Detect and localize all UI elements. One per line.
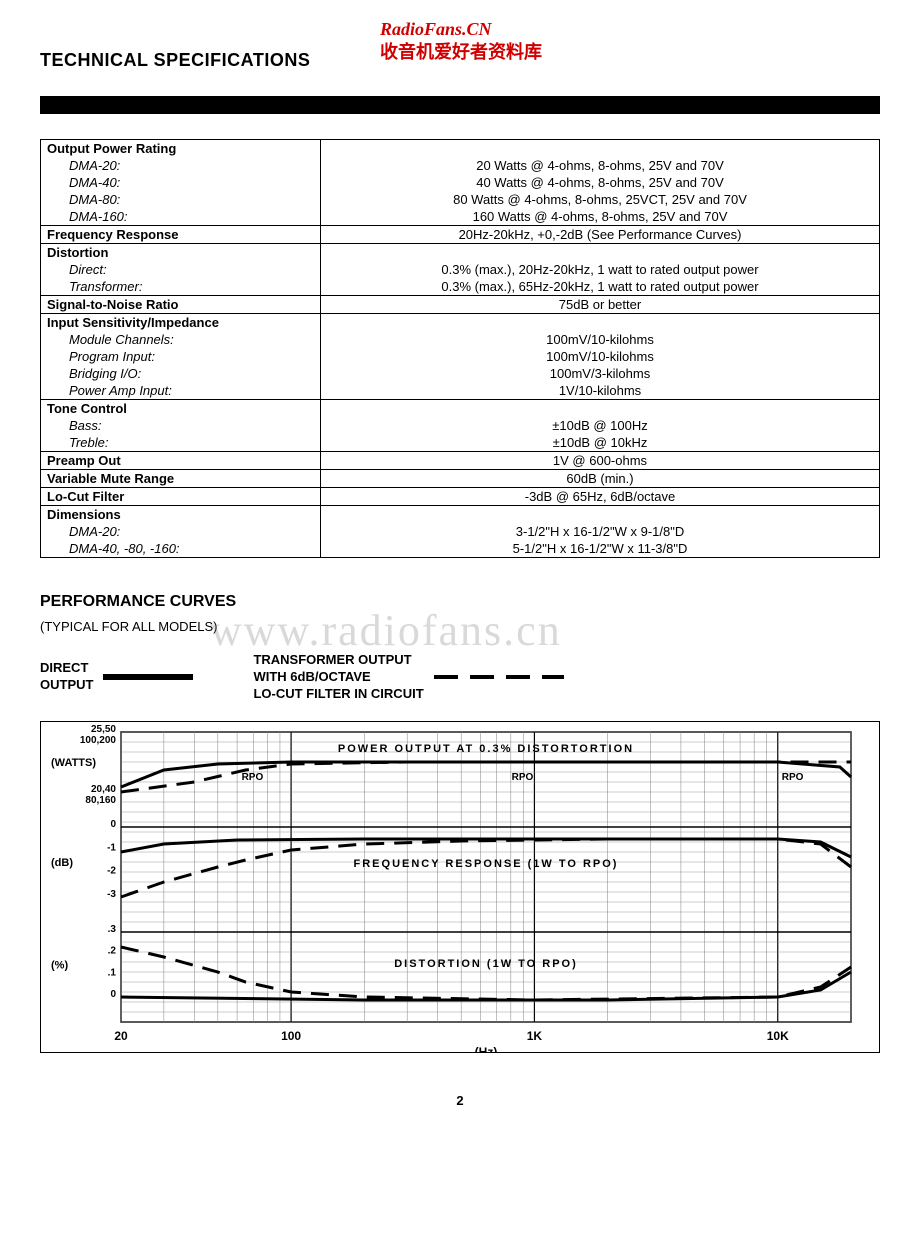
svg-text:10K: 10K [767, 1029, 789, 1043]
svg-text:0: 0 [110, 989, 116, 1000]
spec-label: Input Sensitivity/Impedance [41, 314, 321, 332]
spec-label: Module Channels: [41, 331, 321, 348]
spec-label: Bass: [41, 417, 321, 434]
svg-text:1K: 1K [527, 1029, 543, 1043]
spec-label: Output Power Rating [41, 140, 321, 158]
spec-label: DMA-20: [41, 523, 321, 540]
spec-value [321, 140, 880, 158]
svg-text:100: 100 [281, 1029, 301, 1043]
legend-solid-line-icon [103, 674, 193, 680]
spec-label: Transformer: [41, 278, 321, 296]
spec-value: 75dB or better [321, 296, 880, 314]
spec-label: Program Input: [41, 348, 321, 365]
svg-text:.3: .3 [108, 924, 117, 935]
legend-direct-label: DIRECT OUTPUT [40, 660, 93, 694]
spec-value: 0.3% (max.), 65Hz-20kHz, 1 watt to rated… [321, 278, 880, 296]
spec-label: Treble: [41, 434, 321, 452]
spec-value: 1V/10-kilohms [321, 382, 880, 400]
spec-value: ±10dB @ 100Hz [321, 417, 880, 434]
performance-chart: 20 100 1K 10K (Hz) (WATTS) 25,50100,200 20,4080… [40, 721, 880, 1053]
spec-value [321, 506, 880, 524]
spec-value: 60dB (min.) [321, 470, 880, 488]
spec-label: Distortion [41, 244, 321, 262]
svg-text:(WATTS): (WATTS) [51, 757, 96, 769]
watermark-line1: RadioFans.CN [380, 18, 542, 41]
spec-value: 20Hz-20kHz, +0,-2dB (See Performance Cur… [321, 226, 880, 244]
spec-label: Tone Control [41, 400, 321, 418]
spec-value: 20 Watts @ 4-ohms, 8-ohms, 25V and 70V [321, 157, 880, 174]
spec-label: DMA-40: [41, 174, 321, 191]
spec-value: 1V @ 600-ohms [321, 452, 880, 470]
svg-text:-1: -1 [107, 842, 116, 853]
spec-value: ±10dB @ 10kHz [321, 434, 880, 452]
svg-text:20: 20 [114, 1029, 128, 1043]
spec-value: 3-1/2"H x 16-1/2"W x 9-1/8"D [321, 523, 880, 540]
spec-value [321, 400, 880, 418]
svg-text:DISTORTION (1W TO RPO): DISTORTION (1W TO RPO) [394, 958, 578, 970]
spec-label: Dimensions [41, 506, 321, 524]
spec-label: DMA-20: [41, 157, 321, 174]
spec-value: -3dB @ 65Hz, 6dB/octave [321, 488, 880, 506]
spec-label: Frequency Response [41, 226, 321, 244]
divider-bar [40, 96, 880, 114]
svg-text:RPO: RPO [782, 772, 804, 783]
svg-text:20,40: 20,40 [91, 784, 116, 795]
spec-value: 100mV/3-kilohms [321, 365, 880, 382]
spec-label: DMA-40, -80, -160: [41, 540, 321, 558]
spec-value [321, 244, 880, 262]
spec-value: 40 Watts @ 4-ohms, 8-ohms, 25V and 70V [321, 174, 880, 191]
svg-text:80,160: 80,160 [85, 795, 116, 806]
spec-value: 80 Watts @ 4-ohms, 8-ohms, 25VCT, 25V an… [321, 191, 880, 208]
page-number: 2 [40, 1093, 880, 1108]
watermark-line2: 收音机爱好者资料库 [380, 41, 542, 64]
chart-legend: DIRECT OUTPUT TRANSFORMER OUTPUT WITH 6d… [40, 652, 880, 703]
spec-value: 160 Watts @ 4-ohms, 8-ohms, 25V and 70V [321, 208, 880, 226]
spec-label: Variable Mute Range [41, 470, 321, 488]
spec-label: Lo-Cut Filter [41, 488, 321, 506]
typical-note: (TYPICAL FOR ALL MODELS) [40, 619, 880, 634]
spec-label: Direct: [41, 261, 321, 278]
spec-label: Bridging I/O: [41, 365, 321, 382]
svg-text:0: 0 [110, 819, 116, 830]
svg-text:25,50: 25,50 [91, 724, 116, 735]
spec-label: Signal-to-Noise Ratio [41, 296, 321, 314]
svg-text:.1: .1 [108, 967, 117, 978]
svg-text:FREQUENCY RESPONSE (1W TO RPO): FREQUENCY RESPONSE (1W TO RPO) [354, 858, 619, 870]
svg-text:100,200: 100,200 [80, 735, 117, 746]
svg-text:POWER OUTPUT AT 0.3% DISTORTOR: POWER OUTPUT AT 0.3% DISTORTORTION [338, 743, 634, 755]
spec-label: Preamp Out [41, 452, 321, 470]
svg-text:RPO: RPO [512, 772, 534, 783]
spec-label: DMA-160: [41, 208, 321, 226]
spec-value: 5-1/2"H x 16-1/2"W x 11-3/8"D [321, 540, 880, 558]
spec-value: 100mV/10-kilohms [321, 331, 880, 348]
legend-dash-line-icon [434, 675, 564, 679]
spec-value [321, 314, 880, 332]
spec-label: Power Amp Input: [41, 382, 321, 400]
svg-text:RPO: RPO [242, 772, 264, 783]
spec-table: Output Power RatingDMA-20:20 Watts @ 4-o… [40, 139, 880, 558]
svg-text:.2: .2 [108, 945, 117, 956]
svg-text:-2: -2 [107, 865, 116, 876]
spec-value: 100mV/10-kilohms [321, 348, 880, 365]
legend-transformer-label: TRANSFORMER OUTPUT WITH 6dB/OCTAVE LO-CU… [253, 652, 423, 703]
spec-value: 0.3% (max.), 20Hz-20kHz, 1 watt to rated… [321, 261, 880, 278]
heading-perf-curves: PERFORMANCE CURVES [40, 593, 880, 611]
svg-text:(%): (%) [51, 959, 68, 971]
svg-text:-3: -3 [107, 889, 116, 900]
svg-text:(dB): (dB) [51, 857, 73, 869]
spec-label: DMA-80: [41, 191, 321, 208]
watermark-header: RadioFans.CN 收音机爱好者资料库 [380, 18, 542, 65]
svg-text:(Hz): (Hz) [475, 1045, 498, 1052]
